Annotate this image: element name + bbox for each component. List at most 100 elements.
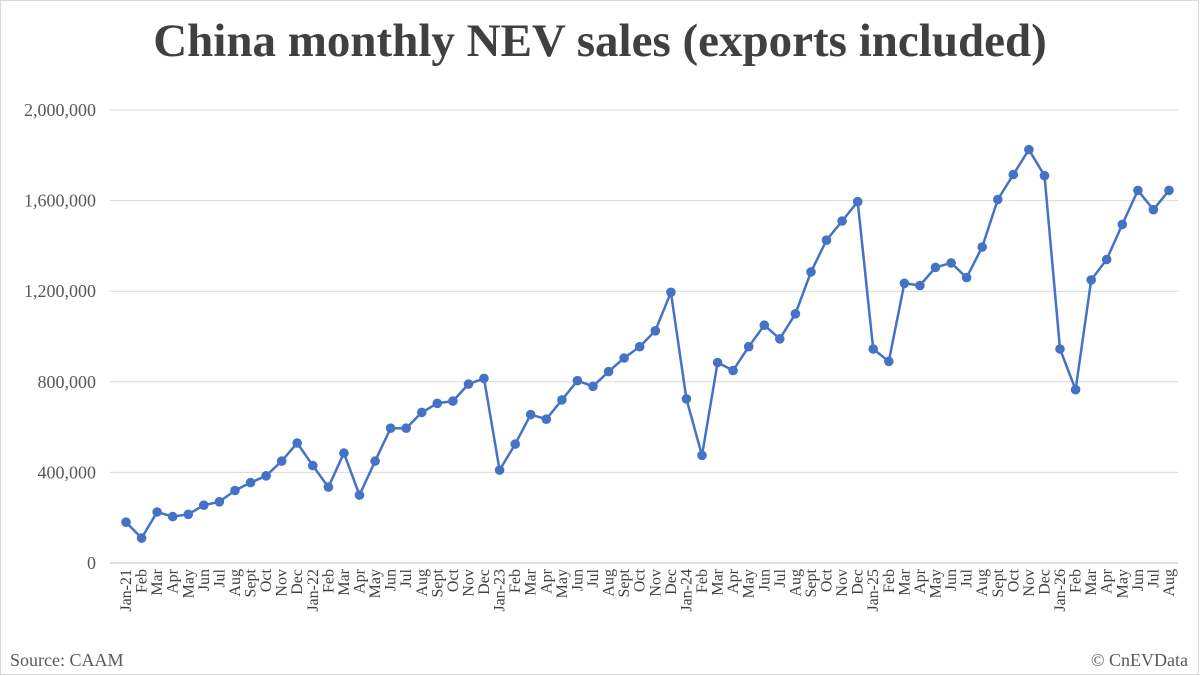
data-point [1039,170,1050,181]
chart-title: China monthly NEV sales (exports include… [153,15,1047,67]
x-tick-label: May [741,569,758,598]
data-point [915,280,925,291]
x-tick-label: Apr [1099,568,1116,594]
data-point [230,485,240,496]
data-point [790,309,801,319]
x-tick-label: Sept [990,568,1007,597]
x-tick-label: Jun [569,569,586,591]
x-tick-label: May [554,569,571,598]
x-tick-label: Dec [1036,569,1053,595]
data-point [494,465,505,475]
x-tick-label: Apr [725,568,742,594]
data-point [323,482,334,492]
data-point [370,456,380,466]
data-point [121,517,131,527]
data-point [214,497,225,507]
data-point [728,365,738,376]
sales-series [121,144,1174,543]
x-tick-label: Apr [538,568,555,594]
copyright-note: © CnEVData [1090,650,1188,670]
data-point [884,356,894,367]
x-tick-label: Dec [850,569,867,595]
data-point [806,267,816,277]
data-point [603,366,614,377]
x-tick-label: Nov [834,569,851,597]
x-tick-label: Aug [414,569,431,597]
data-point [261,471,271,481]
data-point [619,353,629,363]
data-point [354,490,365,500]
x-tick-label: Sept [616,568,633,597]
data-point [1070,384,1081,395]
data-point [712,357,723,368]
data-point [977,242,987,252]
x-tick-label: Oct [445,568,462,592]
data-point [821,235,832,245]
x-tick-label: Mar [149,568,166,595]
x-tick-label: Mar [336,568,353,595]
x-tick-label: Jun [756,569,773,591]
data-point [775,334,785,344]
x-tick-label: Aug [1161,569,1178,597]
x-tick-label: Oct [1005,568,1022,592]
data-point [448,396,458,406]
data-point [1133,185,1143,196]
x-tick-label: Jun [943,569,960,591]
x-tick-label: Jan-23 [492,569,509,612]
data-point [852,196,863,207]
x-tick-label: Mar [710,568,727,595]
gridlines [110,109,1178,564]
x-tick-label: Dec [476,569,493,595]
data-point [634,341,645,352]
x-tick-label: Mar [896,568,913,595]
x-tick-label: Jan-24 [678,569,695,612]
data-point [1024,144,1034,155]
data-point [1086,275,1096,285]
x-tick-label: Nov [647,569,664,597]
y-tick-label: 1,200,000 [24,281,96,301]
y-tick-label: 1,600,000 [24,191,96,211]
x-tick-label: Jun [383,569,400,591]
data-point [681,394,692,404]
data-point [308,460,318,471]
x-tick-label: Mar [1083,568,1100,595]
data-point [541,414,552,425]
x-tick-label: Feb [1068,569,1085,593]
data-point [961,272,972,283]
data-point [572,375,583,386]
x-tick-label: May [1114,569,1131,598]
data-point [868,344,878,354]
data-point [510,439,520,449]
x-tick-label: Apr [165,568,182,594]
x-tick-label: Jan-26 [1052,569,1069,612]
data-point [245,477,256,488]
data-point [1117,219,1128,230]
data-point [339,448,349,458]
data-point [743,341,754,352]
x-tick-label: Jul [772,568,789,587]
x-tick-label: Feb [134,569,151,593]
x-tick-label: Dec [289,569,306,595]
data-point [993,194,1003,205]
data-point [1148,204,1159,215]
x-tick-label: Sept [803,568,820,597]
data-point [292,438,303,448]
x-tick-label: Feb [320,569,337,593]
data-point [385,423,396,434]
x-tick-label: Mar [523,568,540,595]
data-point [759,320,770,331]
data-point [199,500,209,511]
x-tick-label: Aug [601,569,618,597]
data-point [479,373,489,384]
x-tick-label: Jul [1145,568,1162,587]
y-axis-tick-labels: 0 400,000 800,000 1,200,000 1,600,000 2,000,0… [24,100,96,573]
y-tick-label: 0 [87,553,96,573]
data-point [525,409,536,420]
series-line [124,148,1171,540]
data-point [588,381,598,392]
data-point [167,511,178,522]
x-tick-label: Nov [274,569,291,597]
x-tick-label: Nov [1021,569,1038,597]
x-tick-label: Nov [460,569,477,597]
